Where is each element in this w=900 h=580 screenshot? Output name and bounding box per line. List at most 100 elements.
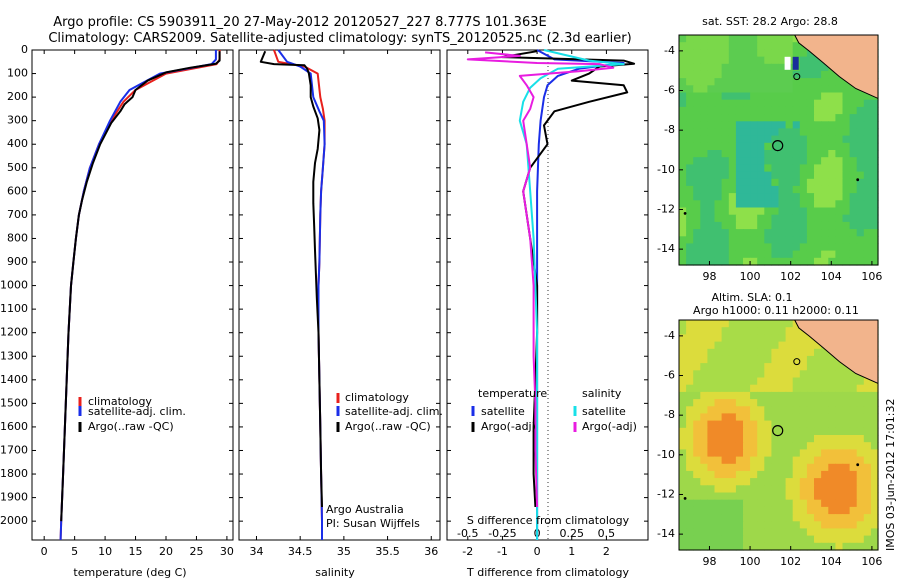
map-cell [785, 442, 794, 450]
map-cell [764, 229, 772, 237]
map-cell [828, 377, 836, 386]
island [793, 73, 801, 81]
map-cell [792, 236, 801, 245]
map-cell [679, 99, 687, 108]
map-cell [700, 456, 708, 465]
map-cell [686, 250, 694, 259]
map-cell [785, 185, 794, 194]
map-cell [842, 478, 851, 486]
map-cell [799, 514, 808, 522]
map-cell [785, 456, 794, 465]
map-cell [728, 128, 737, 137]
map-cell [743, 355, 751, 364]
map-cell [814, 63, 822, 72]
map-cell [792, 257, 801, 266]
map-cell [707, 78, 716, 86]
map-cell [686, 377, 694, 386]
map-cell [735, 420, 744, 429]
map-cell [757, 257, 765, 266]
map-cell [750, 121, 758, 130]
map-cell [799, 92, 808, 101]
map-cell [700, 85, 708, 94]
map-cell [792, 485, 801, 494]
y-tick-label: 300 [7, 114, 28, 127]
map-cell [679, 492, 687, 501]
map-cell [785, 214, 794, 223]
map-cell [707, 193, 716, 201]
map-cell [821, 157, 829, 165]
map-cell [771, 327, 780, 335]
map-cell [735, 355, 744, 364]
map-cell [849, 377, 858, 386]
s-tick-label: 0.5 [598, 527, 616, 540]
map-cell [771, 456, 780, 465]
map-cell [778, 355, 787, 364]
map-cell [771, 70, 780, 79]
argo-position-marker [772, 425, 784, 437]
map-cell [750, 135, 758, 144]
map-cell [806, 114, 815, 122]
map-cell [743, 470, 751, 479]
map-cell [842, 128, 851, 137]
map-cell [728, 456, 737, 465]
map-cell [814, 384, 822, 393]
map-cell [750, 528, 758, 537]
map-cell [771, 164, 780, 173]
map-cell [693, 193, 701, 201]
map-cell [870, 257, 879, 266]
map-cell [792, 106, 801, 115]
map-cell [799, 63, 808, 72]
map-cell [828, 542, 836, 551]
map-cell [821, 106, 829, 115]
map-cell [757, 514, 765, 522]
map-cell [821, 492, 829, 501]
map-cell [693, 535, 701, 544]
map-cell [771, 92, 780, 101]
map-cell [849, 257, 858, 266]
legend-label-climatology: climatology [345, 391, 409, 404]
map-cell [771, 478, 780, 486]
map-cell [707, 236, 716, 245]
map-cell [686, 399, 694, 407]
map-cell [828, 178, 836, 187]
map-cell [792, 114, 801, 122]
series-line-t-satellite [536, 49, 625, 540]
map-cell [870, 200, 879, 209]
map-cell [849, 229, 858, 237]
map-cell [799, 257, 808, 266]
map-cell [792, 185, 801, 194]
map-cell [743, 327, 751, 335]
map-cell [835, 221, 844, 230]
map-cell [721, 207, 730, 216]
map-cell [750, 257, 758, 266]
map-cell [707, 63, 716, 72]
map-cell [792, 214, 801, 223]
map-cell [835, 406, 844, 415]
map-cell [792, 370, 801, 379]
map-cell [707, 56, 716, 65]
map-cell [693, 485, 701, 494]
map-cell [778, 157, 787, 165]
map-cell [806, 78, 815, 86]
map-cell [750, 521, 758, 530]
map-cell [707, 121, 716, 130]
map-cell [856, 406, 865, 415]
map-cell [806, 377, 815, 386]
map-cell [799, 478, 808, 486]
y-tick-label: 700 [7, 208, 28, 221]
map-cell [821, 535, 829, 544]
map-cell [863, 463, 872, 472]
difference-xlabel-t: T difference from climatology [466, 566, 629, 579]
map-cell [778, 250, 787, 259]
map-x-tick-label: 100 [740, 555, 761, 568]
map-cell [828, 142, 836, 151]
map-y-tick-label: -8 [664, 123, 675, 136]
map-cell [792, 334, 801, 343]
map-cell [679, 114, 687, 122]
map-cell [792, 157, 801, 165]
map-cell [764, 384, 772, 393]
map-cell [799, 142, 808, 151]
map-cell [743, 214, 751, 223]
map-cell [757, 463, 765, 472]
map-cell [721, 435, 730, 443]
